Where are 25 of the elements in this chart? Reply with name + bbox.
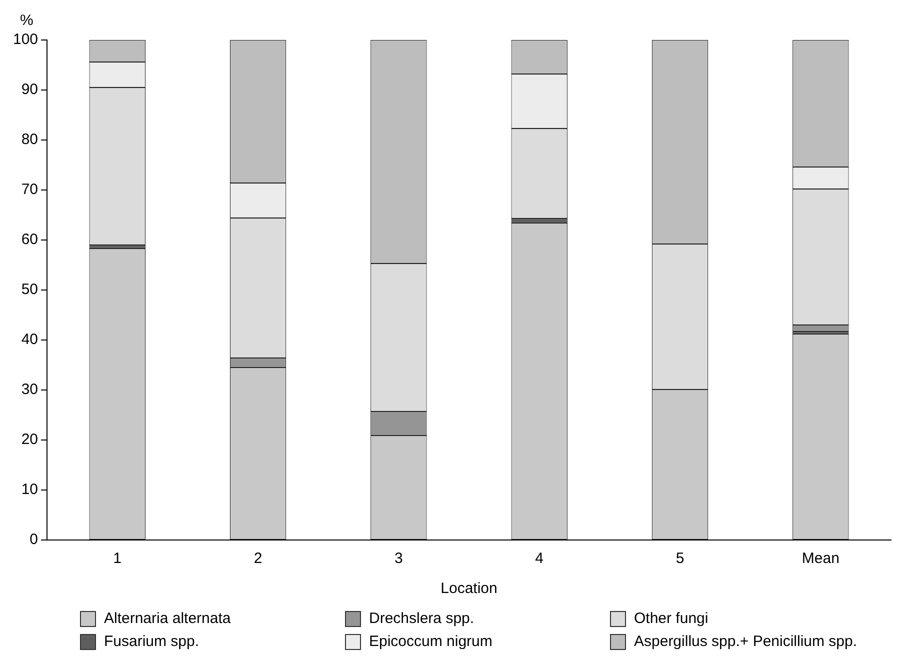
legend-label: Aspergillus spp.+ Penicillium spp.	[634, 633, 858, 650]
x-tick-label: Mean	[802, 550, 840, 568]
y-tick-label: 80	[21, 131, 38, 148]
y-tick-label: 90	[21, 81, 38, 98]
legend-label: Fusarium spp.	[104, 633, 200, 650]
x-tick-label: 1	[113, 550, 122, 568]
x-axis-title: Location	[440, 580, 498, 598]
y-tick-label: 0	[30, 531, 38, 548]
y-tick-label: 50	[21, 281, 38, 298]
y-tick-label: 10	[21, 481, 38, 498]
x-tick-label: 4	[535, 550, 544, 568]
legend-label: Alternaria alternata	[104, 610, 231, 627]
y-tick-label: 70	[21, 181, 38, 198]
y-tick-label: 30	[21, 381, 38, 398]
legend-label: Epicoccum nigrum	[369, 633, 492, 650]
y-tick-label: 40	[21, 331, 38, 348]
y-tick-label: 100	[12, 31, 38, 48]
y-axis-title: %	[20, 12, 34, 29]
y-tick-label: 20	[21, 431, 38, 448]
x-tick-label: 2	[254, 550, 262, 568]
x-tick-label: 3	[394, 550, 403, 568]
y-tick-label: 60	[21, 231, 38, 248]
legend-label: Drechslera spp.	[369, 610, 474, 627]
x-tick-label: 5	[676, 550, 684, 568]
legend-label: Other fungi	[634, 610, 708, 627]
